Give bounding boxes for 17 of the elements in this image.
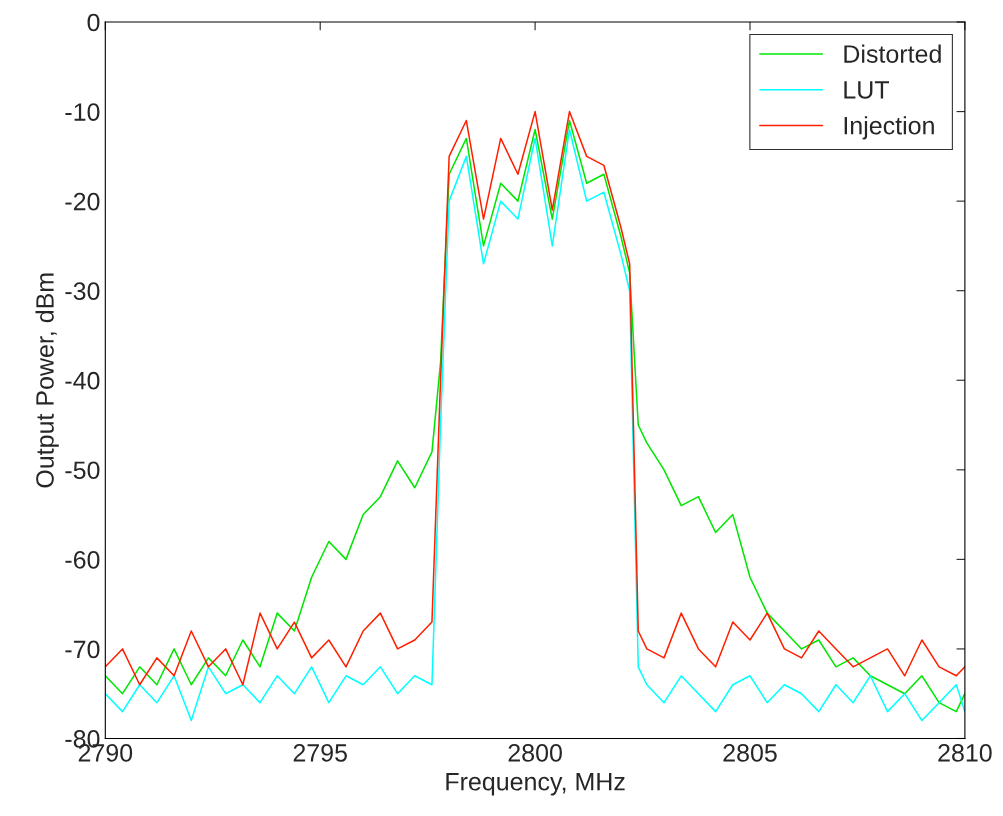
legend-label: LUT [844, 81, 890, 99]
x-tick-label: 2805 [723, 744, 777, 762]
y-tick-label: -50 [65, 461, 100, 480]
x-tick-label: 2800 [508, 744, 562, 762]
y-tick-label: -10 [65, 103, 100, 121]
y-tick-label: -40 [65, 371, 100, 390]
legend-label: Injection [844, 116, 934, 140]
x-tick-label: 2810 [938, 744, 992, 762]
x-tick-label: 2795 [293, 744, 347, 762]
y-tick-label: 0 [87, 13, 100, 32]
y-tick-label: -30 [65, 282, 100, 300]
legend-label: Distorted [844, 44, 941, 63]
y-axis-title: Output Power, dBm [35, 273, 59, 488]
x-axis-title: Frequency, MHz [446, 773, 625, 796]
y-tick-label: -70 [65, 640, 100, 659]
y-tick-label: -20 [65, 192, 100, 211]
y-tick-label: -60 [65, 550, 100, 569]
